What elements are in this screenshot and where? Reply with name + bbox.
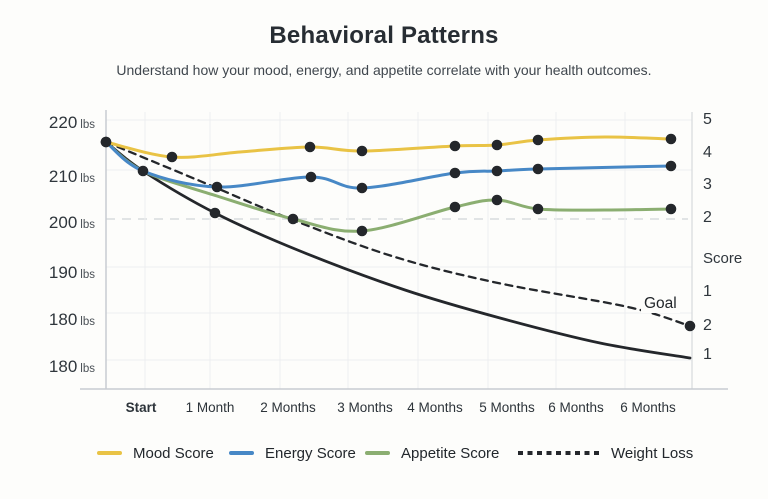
score-axis-tick-2: 3: [703, 176, 712, 193]
page-title: Behavioral Patterns: [269, 22, 499, 49]
legend-item-weight-loss: Weight Loss: [518, 444, 693, 462]
legend-item-appetite: Appetite Score: [365, 444, 499, 462]
y-axis-tick-4: 180 lbs: [18, 310, 95, 330]
score-axis-tick-3: 2: [703, 209, 712, 226]
y-tick-value: 190: [48, 263, 78, 282]
score-axis-tick-5: 1: [703, 283, 712, 300]
score-axis-title: Score: [703, 250, 743, 267]
x-axis-tick-5: 5 Months: [479, 400, 535, 415]
legend-item-mood: Mood Score: [97, 444, 214, 462]
y-tick-unit: lbs: [80, 363, 95, 375]
legend-label: Appetite Score: [401, 444, 500, 462]
y-axis-tick-3: 190 lbs: [18, 263, 95, 283]
y-axis-tick-0: 220 lbs: [18, 113, 95, 133]
score-axis-tick-6: 2: [703, 317, 712, 334]
page-subtitle: Understand how your mood, energy, and ap…: [116, 62, 652, 78]
legend-label: Mood Score: [133, 444, 214, 462]
x-axis-tick-start: Start: [125, 400, 157, 415]
y-tick-unit: lbs: [80, 219, 95, 231]
energy-line-swatch: [229, 451, 254, 455]
y-tick-unit: lbs: [80, 173, 95, 185]
y-tick-unit: lbs: [80, 119, 95, 131]
y-axis-tick-1: 210 lbs: [18, 167, 95, 187]
legend-label: Weight Loss: [611, 444, 694, 462]
x-axis-tick-6: 6 Months: [548, 400, 604, 415]
legend-label: Energy Score: [265, 444, 356, 462]
weight-loss-dashed-swatch: [518, 451, 602, 455]
y-tick-value: 180: [48, 310, 78, 329]
mood-line-swatch: [97, 451, 122, 455]
x-axis-tick-4: 4 Months: [407, 400, 463, 415]
y-tick-value: 220: [48, 113, 78, 132]
y-tick-unit: lbs: [80, 269, 95, 281]
appetite-line-swatch: [365, 451, 390, 455]
score-axis-tick-1: 4: [703, 144, 712, 161]
legend-item-energy: Energy Score: [229, 444, 356, 462]
y-tick-unit: lbs: [80, 316, 95, 328]
x-axis-tick-1: 1 Month: [185, 400, 235, 415]
goal-annotation: Goal: [641, 295, 680, 313]
x-axis-tick-3: 3 Months: [337, 400, 393, 415]
x-axis-tick-7: 6 Months: [620, 400, 676, 415]
score-axis-tick-7: 1: [703, 346, 712, 363]
y-axis-tick-5: 180 lbs: [18, 357, 95, 377]
score-axis-tick-0: 5: [703, 111, 712, 128]
x-axis-tick-2: 2 Months: [260, 400, 316, 415]
y-tick-value: 210: [48, 167, 78, 186]
y-axis-tick-2: 200 lbs: [18, 213, 95, 233]
y-tick-value: 200: [48, 213, 78, 232]
y-tick-value: 180: [48, 357, 78, 376]
